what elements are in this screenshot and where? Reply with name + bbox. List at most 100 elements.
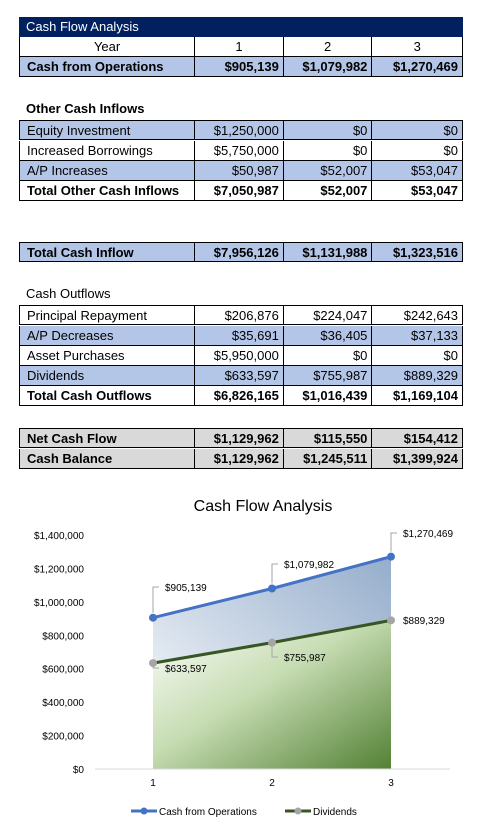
cell-year-1: $50,987 xyxy=(195,161,284,180)
cell-year-1: $206,876 xyxy=(195,306,284,324)
cell-year-1: $6,826,165 xyxy=(195,386,284,405)
y-tick-label: $0 xyxy=(73,765,85,776)
year-label: Year xyxy=(20,37,196,56)
data-point xyxy=(268,638,276,647)
x-tick-label: 3 xyxy=(388,778,394,789)
legend-marker xyxy=(294,807,302,815)
cell-year-2: $115,550 xyxy=(284,429,373,447)
cell-year-3: $53,047 xyxy=(411,163,459,178)
y-tick-label: $600,000 xyxy=(42,665,84,676)
cell-year-1: $1,129,962 xyxy=(195,449,284,468)
row-label: Total Cash Inflow xyxy=(20,243,196,261)
row-label: A/P Increases xyxy=(20,161,196,180)
cell-year-2: $36,405 xyxy=(284,326,373,345)
y-tick-label: $800,000 xyxy=(42,631,84,642)
row-label: Dividends xyxy=(20,366,196,385)
cell-year-3: $154,412 xyxy=(403,431,459,446)
table-row: Equity Investment $1,250,000 $0 $0 xyxy=(19,120,463,140)
y-tick-label: $1,400,000 xyxy=(34,531,84,542)
year-3: 3 xyxy=(413,39,421,54)
y-tick-label: $200,000 xyxy=(42,732,84,743)
cell-year-2: $52,007 xyxy=(284,181,373,200)
cell-year-2: $52,007 xyxy=(284,161,373,180)
cell-year-3: $889,329 xyxy=(403,368,459,383)
cell-year-3: $37,133 xyxy=(411,328,459,343)
legend-marker xyxy=(140,807,148,815)
cell-year-3: $0 xyxy=(443,143,459,158)
year-2: 2 xyxy=(284,37,373,56)
cash-balance-row: Cash Balance $1,129,962 $1,245,511 $1,39… xyxy=(19,449,463,469)
total-other-inflows-row: Total Other Cash Inflows $7,050,987 $52,… xyxy=(19,181,463,201)
cell-year-1: $1,129,962 xyxy=(195,429,284,447)
total-cash-outflows-row: Total Cash Outflows $6,826,165 $1,016,43… xyxy=(19,386,463,406)
cell-year-2: $1,131,988 xyxy=(284,243,373,261)
data-point xyxy=(387,616,395,625)
cell-year-2: $755,987 xyxy=(284,366,373,385)
data-point xyxy=(387,552,395,561)
cell-year-2: $0 xyxy=(284,141,373,160)
row-label: A/P Decreases xyxy=(20,326,196,345)
row-label: Principal Repayment xyxy=(20,306,196,324)
data-point xyxy=(149,659,157,668)
data-label: $889,329 xyxy=(403,616,445,627)
cell-year-3: $0 xyxy=(443,123,459,138)
data-label: $1,270,469 xyxy=(403,529,453,540)
cell-year-3: $242,643 xyxy=(403,308,459,323)
cell-year-1: $633,597 xyxy=(195,366,284,385)
data-label: $1,079,982 xyxy=(284,560,334,571)
leader-line xyxy=(271,646,278,658)
row-label: Total Cash Outflows xyxy=(20,386,196,405)
leader-line xyxy=(152,667,159,669)
x-tick-label: 2 xyxy=(269,778,275,789)
cell-year-2: $1,016,439 xyxy=(284,386,373,405)
table-row: A/P Decreases $35,691 $36,405 $37,133 xyxy=(19,326,463,346)
y-tick-label: $400,000 xyxy=(42,698,84,709)
cell-year-1: $7,956,126 xyxy=(195,243,284,261)
cell-year-3: $53,047 xyxy=(411,183,459,198)
data-point xyxy=(149,613,157,622)
y-tick-label: $1,000,000 xyxy=(34,598,84,609)
cell-year-3: $1,169,104 xyxy=(392,388,459,403)
cell-year-3: $0 xyxy=(443,348,459,363)
table-row: Increased Borrowings $5,750,000 $0 $0 xyxy=(19,141,463,161)
data-label: $905,139 xyxy=(165,583,207,594)
cell-year-2: $224,047 xyxy=(284,306,373,324)
cell-year-2: $1,079,982 xyxy=(284,57,373,76)
other-inflows-heading: Other Cash Inflows xyxy=(26,101,145,116)
cell-year-3: $1,270,469 xyxy=(392,59,459,74)
row-label: Cash Balance xyxy=(20,449,196,468)
sheet-title: Cash Flow Analysis xyxy=(19,17,463,37)
cell-year-2: $0 xyxy=(284,121,373,139)
series-area-dividends xyxy=(153,620,391,769)
row-label: Total Other Cash Inflows xyxy=(20,181,196,200)
table-row: A/P Increases $50,987 $52,007 $53,047 xyxy=(19,161,463,181)
row-label: Asset Purchases xyxy=(20,346,196,365)
cash-from-operations-row: Cash from Operations $905,139 $1,079,982… xyxy=(19,57,463,77)
row-label: Increased Borrowings xyxy=(20,141,196,160)
row-label: Net Cash Flow xyxy=(20,429,196,447)
cell-year-3: $1,323,516 xyxy=(392,245,459,260)
leader-line xyxy=(152,586,159,613)
cell-year-1: $905,139 xyxy=(195,57,284,76)
data-label: $633,597 xyxy=(165,664,207,675)
row-label: Equity Investment xyxy=(20,121,196,139)
y-tick-label: $1,200,000 xyxy=(34,564,84,575)
legend-label: Cash from Operations xyxy=(159,807,257,818)
data-label: $755,987 xyxy=(284,653,326,664)
legend-label: Dividends xyxy=(313,807,357,818)
cell-year-1: $35,691 xyxy=(195,326,284,345)
leader-line xyxy=(271,563,278,584)
cell-year-1: $5,750,000 xyxy=(195,141,284,160)
chart-title: Cash Flow Analysis xyxy=(193,498,333,515)
cell-year-1: $7,050,987 xyxy=(195,181,284,200)
year-header-row: Year 1 2 3 xyxy=(19,37,463,57)
table-row: Principal Repayment $206,876 $224,047 $2… xyxy=(19,305,463,325)
cell-year-1: $1,250,000 xyxy=(195,121,284,139)
leader-line xyxy=(390,532,397,552)
x-tick-label: 1 xyxy=(150,778,156,789)
table-row: Dividends $633,597 $755,987 $889,329 xyxy=(19,366,463,386)
cell-year-2: $1,245,511 xyxy=(284,449,373,468)
cash-outflows-heading: Cash Outflows xyxy=(26,286,111,301)
data-point xyxy=(268,584,276,593)
